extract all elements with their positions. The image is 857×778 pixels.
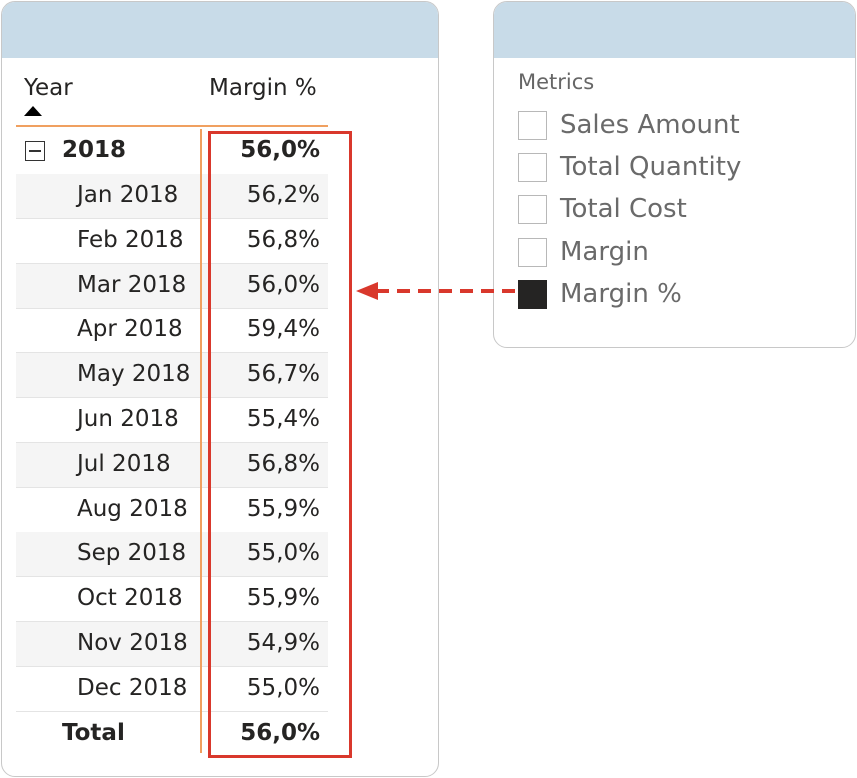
column-divider: [200, 129, 202, 753]
row-divider: [16, 352, 328, 354]
row-divider: [16, 397, 328, 399]
month-label: Apr 2018: [77, 316, 183, 343]
month-label: Sep 2018: [77, 540, 187, 567]
table-row: Feb 2018 56,8%: [16, 219, 328, 264]
table-row: Jan 2018 56,2%: [16, 174, 328, 219]
slicer-item[interactable]: Margin %: [518, 278, 848, 312]
year-row: 2018 56,0%: [16, 129, 328, 174]
matrix-visual: Year Margin % 2018 56,0% Jan 2018 56,2% Fe…: [1, 1, 439, 777]
checkbox-icon[interactable]: [518, 195, 547, 225]
month-label: Oct 2018: [77, 585, 183, 612]
margin-value: 56,0%: [246, 271, 320, 298]
margin-value: 55,9%: [246, 585, 320, 612]
row-divider: [16, 442, 328, 443]
slicer-item[interactable]: Total Quantity: [518, 151, 848, 185]
row-divider: [16, 218, 328, 219]
slicer-item[interactable]: Margin: [518, 236, 848, 270]
month-label: May 2018: [77, 361, 191, 388]
row-divider: [16, 531, 328, 533]
checkbox-icon[interactable]: [518, 111, 547, 140]
margin-value: 59,4%: [246, 316, 320, 343]
row-divider: [16, 576, 328, 578]
slicer-header-bar: [494, 2, 855, 58]
month-label: Mar 2018: [77, 271, 187, 298]
table-row: Apr 2018 59,4%: [16, 308, 328, 354]
month-label: Nov 2018: [77, 630, 188, 656]
slicer-item-label: Margin %: [560, 278, 682, 309]
column-header-margin-pct[interactable]: Margin %: [209, 75, 317, 101]
margin-value: 56,7%: [246, 361, 320, 388]
metrics-slicer: Metrics Sales Amount Total Quantity Total …: [493, 1, 856, 348]
margin-value: 56,2%: [246, 182, 320, 208]
slicer-item[interactable]: Sales Amount: [518, 109, 848, 143]
table-row: Jun 2018 55,4%: [16, 398, 328, 443]
row-divider: [16, 666, 328, 667]
margin-value: 56,8%: [246, 226, 320, 253]
margin-value: 55,4%: [246, 406, 320, 432]
slicer-item[interactable]: Total Cost: [518, 193, 848, 227]
checkbox-checked-icon[interactable]: [518, 279, 547, 309]
month-label: Jul 2018: [77, 450, 171, 477]
table-row: Sep 2018 55,0%: [16, 532, 328, 578]
dashed-arrow-icon: [356, 282, 522, 300]
table-row: Dec 2018 55,0%: [16, 667, 328, 712]
checkbox-icon[interactable]: [518, 237, 547, 267]
slicer-title: Metrics: [518, 70, 595, 94]
table-row: Nov 2018 54,9%: [16, 622, 328, 667]
table-row: Oct 2018 55,9%: [16, 577, 328, 623]
row-divider: [16, 621, 328, 623]
header-divider: [16, 125, 328, 127]
margin-value: 55,0%: [246, 674, 320, 701]
total-value: 56,0%: [240, 719, 320, 746]
slicer-item-label: Total Cost: [560, 194, 687, 225]
month-label: Jan 2018: [77, 182, 179, 208]
table-row: Mar 2018 56,0%: [16, 263, 328, 309]
row-divider: [16, 262, 328, 264]
row-divider: [16, 307, 328, 309]
margin-value: 55,0%: [246, 540, 320, 567]
row-divider: [16, 486, 328, 488]
row-divider: [16, 710, 328, 712]
margin-value: 55,9%: [246, 495, 320, 522]
month-label: Jun 2018: [77, 406, 179, 432]
checkbox-icon[interactable]: [518, 153, 547, 183]
month-label: Feb 2018: [77, 226, 184, 253]
sort-ascending-icon[interactable]: [24, 106, 42, 116]
slicer-item-label: Total Quantity: [560, 152, 742, 183]
month-label: Aug 2018: [77, 495, 188, 522]
table-row: May 2018 56,7%: [16, 353, 328, 399]
month-label: Dec 2018: [77, 674, 188, 701]
year-value: 56,0%: [240, 137, 320, 163]
total-label: Total: [62, 719, 125, 746]
column-header-year[interactable]: Year: [24, 75, 73, 101]
slicer-item-label: Sales Amount: [560, 110, 740, 140]
collapse-icon[interactable]: [25, 141, 45, 161]
margin-value: 56,8%: [246, 450, 320, 477]
margin-pct-highlight: [208, 131, 352, 758]
margin-value: 54,9%: [246, 630, 320, 656]
matrix-header-bar: [2, 2, 438, 58]
table-row: Jul 2018 56,8%: [16, 442, 328, 488]
total-row: Total 56,0%: [16, 712, 328, 757]
slicer-item-label: Margin: [560, 236, 649, 267]
table-row: Aug 2018 55,9%: [16, 488, 328, 533]
year-label: 2018: [62, 137, 127, 163]
